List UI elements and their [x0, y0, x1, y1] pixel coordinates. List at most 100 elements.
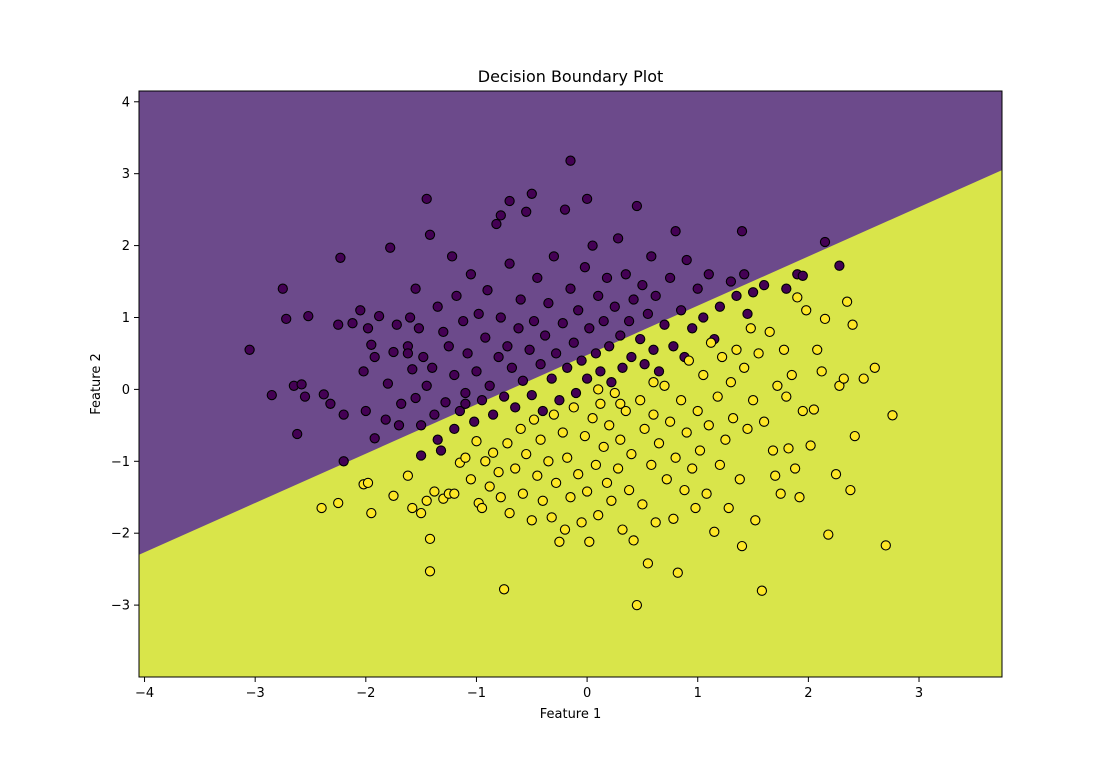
point-class-0: [653, 366, 665, 377]
point-class-1: [362, 477, 374, 489]
point-class-0: [548, 251, 560, 262]
point-class-0: [303, 310, 314, 322]
point-class-0: [568, 337, 579, 348]
point-class-1: [429, 486, 440, 497]
point-class-0: [631, 200, 643, 212]
point-class-1: [424, 533, 436, 545]
point-class-0: [781, 283, 792, 294]
point-class-0: [369, 351, 380, 363]
point-class-0: [675, 305, 687, 316]
point-class-0: [739, 269, 750, 280]
x-tick-label: −1: [467, 686, 486, 701]
point-class-1: [830, 469, 842, 480]
point-class-0: [834, 260, 845, 271]
point-class-1: [484, 481, 495, 492]
point-class-0: [515, 294, 526, 305]
point-class-1: [366, 507, 377, 519]
point-class-0: [584, 323, 595, 334]
point-class-1: [786, 369, 797, 381]
point-class-0: [369, 433, 380, 444]
point-class-0: [609, 301, 620, 312]
point-class-1: [823, 529, 834, 540]
point-class-0: [495, 210, 506, 221]
point-class-0: [698, 312, 709, 323]
point-class-0: [429, 409, 440, 420]
chart-title: Decision Boundary Plot: [478, 67, 664, 86]
y-axis-ticks: −3 −2 −1 0 1 2 3 4: [111, 95, 139, 614]
point-class-1: [579, 430, 591, 442]
point-class-0: [491, 218, 502, 230]
point-class-0: [410, 283, 421, 294]
point-class-0: [526, 389, 537, 401]
point-class-1: [720, 434, 731, 445]
point-class-0: [593, 290, 604, 302]
point-class-1: [604, 420, 615, 431]
point-class-0: [432, 434, 443, 445]
point-class-0: [579, 262, 591, 273]
point-class-1: [465, 474, 477, 485]
point-class-1: [565, 492, 576, 503]
point-class-1: [407, 502, 418, 514]
point-class-0: [623, 315, 635, 327]
point-class-1: [642, 558, 654, 569]
point-class-0: [601, 272, 613, 284]
point-class-1: [849, 430, 860, 442]
point-class-1: [333, 497, 344, 509]
point-class-0: [382, 378, 394, 389]
point-class-1: [742, 423, 753, 435]
point-class-1: [628, 535, 639, 546]
x-tick-label: −3: [246, 686, 265, 701]
point-class-0: [581, 193, 593, 205]
point-class-0: [537, 405, 548, 417]
point-class-0: [725, 276, 737, 287]
point-class-0: [546, 373, 557, 384]
x-tick-label: 1: [694, 686, 702, 701]
point-class-0: [462, 348, 473, 359]
point-class-1: [801, 305, 812, 316]
x-tick-label: −2: [356, 686, 375, 701]
point-class-1: [808, 404, 820, 415]
point-class-0: [413, 323, 425, 334]
point-class-1: [562, 452, 573, 463]
point-class-1: [770, 470, 781, 481]
point-class-1: [648, 409, 659, 420]
point-class-1: [493, 466, 504, 478]
point-class-0: [299, 391, 311, 402]
point-class-1: [559, 524, 571, 535]
point-class-1: [758, 416, 770, 427]
point-class-0: [487, 409, 499, 420]
point-class-0: [797, 270, 808, 281]
point-class-1: [723, 502, 734, 514]
point-class-1: [537, 495, 548, 506]
point-class-0: [396, 398, 407, 409]
point-class-1: [838, 373, 849, 384]
point-class-1: [639, 423, 650, 435]
point-class-1: [526, 515, 537, 526]
point-class-1: [772, 380, 783, 391]
point-class-1: [783, 443, 794, 454]
point-class-1: [650, 517, 661, 528]
point-class-0: [595, 366, 606, 377]
point-class-1: [731, 344, 742, 355]
y-tick-label: −3: [111, 599, 130, 614]
point-class-0: [473, 308, 484, 320]
point-class-1: [480, 456, 491, 467]
point-class-0: [535, 359, 546, 370]
point-class-0: [646, 251, 657, 262]
point-class-1: [679, 484, 690, 496]
point-class-0: [703, 269, 714, 280]
point-class-0: [446, 251, 458, 262]
point-class-1: [631, 599, 643, 611]
point-class-0: [587, 240, 598, 251]
point-class-0: [513, 323, 524, 334]
point-class-0: [380, 414, 391, 425]
point-class-1: [546, 512, 557, 523]
scatter-points: [244, 155, 898, 611]
point-class-0: [598, 315, 609, 327]
point-class-1: [698, 369, 709, 381]
point-class-1: [705, 337, 717, 348]
point-class-1: [316, 502, 327, 514]
point-class-0: [559, 204, 571, 215]
point-class-1: [476, 502, 488, 514]
